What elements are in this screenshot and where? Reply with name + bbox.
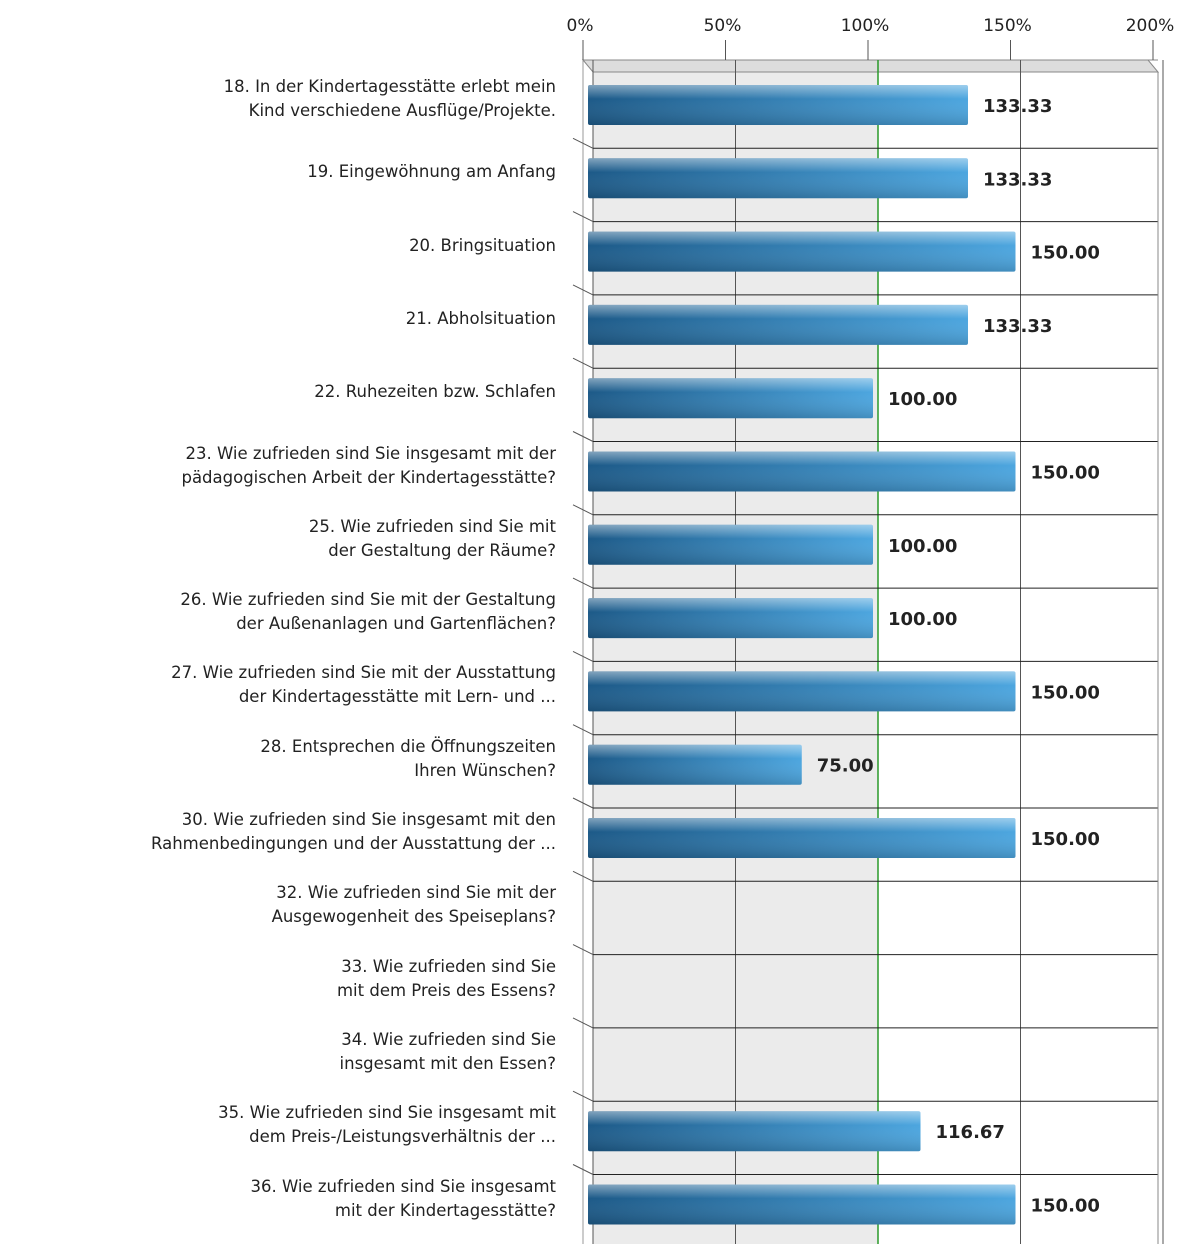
value-label: 75.00	[817, 756, 874, 777]
bar-shade	[588, 1184, 1016, 1225]
y-tick-label: 23. Wie zufrieden sind Sie insgesamt mit…	[181, 443, 556, 487]
bar-shade	[588, 1111, 921, 1152]
y-tick-label: 35. Wie zufrieden sind Sie insgesamt mit…	[218, 1103, 556, 1147]
row-tick	[572, 357, 594, 369]
y-tick-label: 26. Wie zufrieden sind Sie mit der Gesta…	[180, 590, 556, 634]
y-tick-label: 34. Wie zufrieden sind Sie insgesamt mit…	[339, 1029, 556, 1073]
value-label: 150.00	[1031, 682, 1100, 703]
row-tick	[572, 870, 594, 882]
value-label: 150.00	[1031, 1196, 1100, 1217]
y-tick-label: 25. Wie zufrieden sind Sie mit der Gesta…	[308, 516, 556, 560]
row-tick	[572, 211, 594, 223]
row-tick	[572, 431, 594, 442]
value-label: 150.00	[1031, 829, 1100, 850]
x-tick-label: 150%	[983, 16, 1032, 36]
y-tick-label: 21. Abholsituation	[405, 308, 556, 328]
bar-shade	[588, 818, 1016, 858]
y-tick-label: 33. Wie zufrieden sind Sie mit dem Preis…	[336, 956, 556, 1000]
value-label: 133.33	[983, 169, 1052, 190]
y-tick-label: 19. Eingewöhnung am Anfang	[307, 162, 556, 182]
bar-shade	[588, 158, 968, 199]
bar-shade	[588, 378, 873, 419]
row-tick	[572, 797, 594, 809]
x-tick-label: 200%	[1126, 16, 1175, 36]
bar-shade	[588, 524, 873, 565]
bar-shade	[588, 304, 968, 345]
x-tick-label: 0%	[567, 16, 594, 36]
row-tick	[572, 1164, 594, 1175]
value-label: 133.33	[983, 96, 1052, 117]
row-tick	[572, 1090, 594, 1102]
value-label: 100.00	[888, 536, 957, 557]
y-tick-label: 20. Bringsituation	[409, 235, 556, 255]
row-tick	[572, 650, 594, 662]
bar-shade	[588, 451, 1016, 492]
x-tick-label: 100%	[841, 16, 890, 36]
value-label: 100.00	[888, 609, 957, 630]
row-tick	[572, 504, 594, 516]
y-tick-label: 28. Entsprechen die Öffnungszeiten Ihren…	[260, 736, 556, 780]
y-tick-label: 18. In der Kindertagesstätte erlebt mein…	[223, 77, 556, 120]
bar-shade	[588, 598, 873, 639]
bar-shade	[588, 85, 968, 125]
bar-shade	[588, 231, 1016, 272]
row-tick	[572, 1017, 594, 1029]
row-tick	[572, 284, 594, 296]
value-label: 133.33	[983, 316, 1052, 337]
x-tick-label: 50%	[704, 16, 742, 36]
row-tick	[572, 577, 594, 589]
row-tick	[572, 944, 594, 956]
bar-shade	[588, 744, 802, 785]
y-tick-label: 36. Wie zufrieden sind Sie insgesamt mit…	[250, 1176, 556, 1220]
value-label: 100.00	[888, 389, 957, 410]
value-label: 150.00	[1031, 463, 1100, 484]
bar-shade	[588, 671, 1016, 712]
top-face	[581, 59, 1160, 73]
y-tick-label: 30. Wie zufrieden sind Sie insgesamt mit…	[151, 810, 556, 853]
y-tick-label: 27. Wie zufrieden sind Sie mit der Ausst…	[171, 663, 556, 707]
value-label: 116.67	[936, 1122, 1005, 1143]
y-tick-label: 32. Wie zufrieden sind Sie mit der Ausge…	[271, 883, 556, 927]
y-tick-label: 22. Ruhezeiten bzw. Schlafen	[314, 382, 556, 402]
row-tick	[572, 137, 594, 149]
value-label: 150.00	[1031, 243, 1100, 264]
row-tick	[572, 724, 594, 736]
